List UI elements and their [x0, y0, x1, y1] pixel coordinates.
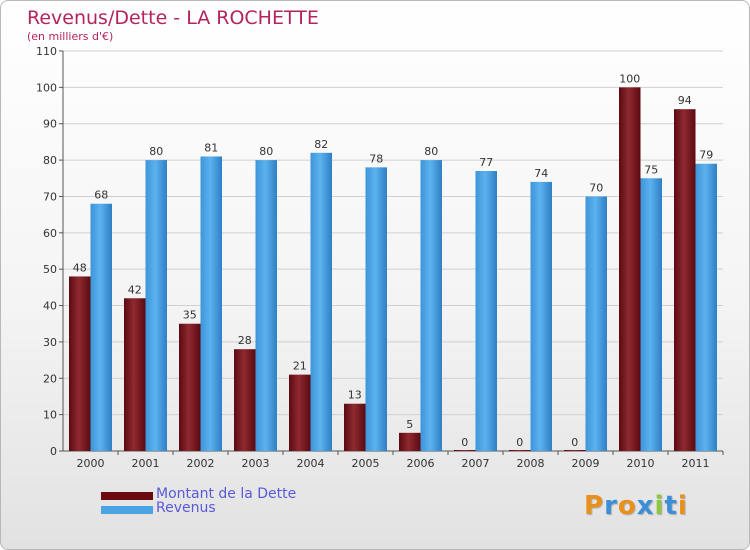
bar-revenus: [640, 178, 662, 452]
data-label: 74: [534, 167, 548, 180]
x-tick-label: 2006: [407, 457, 435, 470]
logo-letter: i: [654, 491, 665, 521]
y-tick-label: 90: [43, 118, 57, 131]
data-label: 0: [461, 436, 468, 449]
x-tick-label: 2001: [132, 457, 160, 470]
x-tick-label: 2008: [517, 457, 545, 470]
data-label: 82: [314, 138, 328, 151]
bar-dette: [399, 432, 421, 451]
data-label: 68: [94, 189, 108, 202]
bar-dette: [69, 276, 91, 451]
bar-revenus: [365, 167, 387, 451]
logo-letter: t: [664, 491, 678, 521]
data-label: 75: [644, 163, 658, 176]
data-label: 5: [406, 418, 413, 431]
data-label: 79: [699, 149, 713, 162]
data-label: 81: [204, 141, 218, 154]
y-tick-label: 40: [43, 300, 57, 313]
x-tick-label: 2005: [352, 457, 380, 470]
data-label: 21: [293, 360, 307, 373]
legend-label-dette: Montant de la Dette: [156, 486, 297, 502]
y-tick-label: 20: [43, 372, 57, 385]
data-label: 78: [369, 152, 383, 165]
data-label: 80: [424, 145, 438, 158]
bar-revenus: [585, 196, 607, 451]
bar-dette: [179, 323, 201, 451]
y-tick-label: 30: [43, 336, 57, 349]
bar-revenus: [145, 160, 167, 451]
bar-dette: [454, 450, 476, 451]
data-label: 80: [149, 145, 163, 158]
y-tick-label: 110: [36, 45, 57, 58]
legend-swatch-revenus: [101, 506, 153, 514]
bar-dette: [509, 450, 531, 451]
bar-revenus: [420, 160, 442, 451]
chart-title: Revenus/Dette - LA ROCHETTE: [27, 7, 319, 29]
y-tick-label: 70: [43, 190, 57, 203]
x-tick-label: 2000: [77, 457, 105, 470]
bar-dette: [234, 349, 256, 451]
x-tick-label: 2011: [682, 457, 710, 470]
data-label: 13: [348, 389, 362, 402]
proxiti-logo: Proxiti: [584, 491, 688, 521]
data-label: 70: [589, 181, 603, 194]
bar-revenus: [90, 203, 112, 451]
x-tick-label: 2009: [572, 457, 600, 470]
y-tick-label: 10: [43, 409, 57, 422]
bar-dette: [289, 374, 311, 451]
y-tick-label: 50: [43, 263, 57, 276]
data-label: 80: [259, 145, 273, 158]
x-tick-label: 2002: [187, 457, 215, 470]
x-tick-label: 2004: [297, 457, 325, 470]
bar-dette: [564, 450, 586, 451]
legend-swatch-dette: [101, 492, 153, 500]
logo-letter: P: [584, 491, 605, 521]
x-tick-label: 2007: [462, 457, 490, 470]
bar-revenus: [475, 171, 497, 451]
x-tick-label: 2003: [242, 457, 270, 470]
data-label: 42: [128, 283, 142, 296]
logo-letter: r: [604, 491, 618, 521]
bar-revenus: [255, 160, 277, 451]
data-label: 35: [183, 309, 197, 322]
data-label: 28: [238, 334, 252, 347]
x-tick-label: 2010: [627, 457, 655, 470]
y-tick-label: 100: [36, 81, 57, 94]
y-tick-label: 0: [50, 445, 57, 458]
data-label: 0: [571, 436, 578, 449]
data-label: 48: [73, 261, 87, 274]
bar-revenus: [530, 181, 552, 451]
bar-revenus: [310, 152, 332, 451]
bar-revenus: [200, 156, 222, 452]
data-label: 100: [619, 72, 640, 85]
chart-subtitle: (en milliers d'€): [27, 30, 114, 43]
bar-dette: [674, 109, 696, 451]
bar-dette: [619, 87, 641, 451]
y-tick-label: 80: [43, 154, 57, 167]
bar-revenus: [695, 163, 717, 451]
logo-letter: i: [677, 491, 688, 521]
logo-letter: o: [617, 491, 637, 521]
logo-letter: x: [636, 491, 655, 521]
bar-dette: [344, 403, 366, 451]
data-label: 0: [516, 436, 523, 449]
y-tick-label: 60: [43, 227, 57, 240]
data-label: 94: [678, 94, 692, 107]
legend-label-revenus: Revenus: [156, 500, 216, 516]
bar-dette: [124, 298, 146, 451]
data-label: 77: [479, 156, 493, 169]
